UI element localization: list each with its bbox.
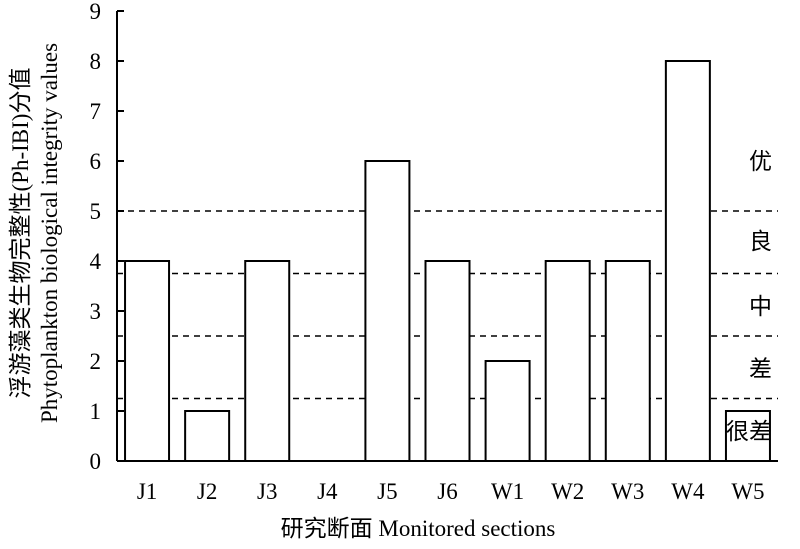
y-tick-label: 3	[90, 299, 102, 324]
bar-W5	[724, 410, 771, 462]
bar-W2	[544, 260, 591, 462]
bars	[124, 60, 771, 462]
y-tick-label: 7	[90, 99, 102, 124]
bar-J5	[364, 160, 411, 462]
x-tick-label: W4	[671, 479, 705, 504]
y-tick-label: 2	[90, 349, 102, 374]
axes	[116, 11, 778, 462]
y-tick-label: 0	[90, 449, 102, 474]
y-tick-label: 1	[90, 399, 102, 424]
bar-W1	[484, 360, 531, 462]
x-tick-label: J5	[377, 479, 397, 504]
x-tick-label: J1	[137, 479, 157, 504]
x-tick-label: J6	[437, 479, 457, 504]
x-tick-label: J2	[197, 479, 217, 504]
y-tick-label: 8	[90, 49, 102, 74]
y-tick-label: 4	[90, 249, 102, 274]
y-axis-label-chinese: 浮游藻类生物完整性(Ph-IBI)分值	[8, 68, 33, 399]
grade-label: 很差	[726, 419, 772, 444]
bar-J1	[124, 260, 171, 462]
bar-J2	[184, 410, 231, 462]
x-tick-label: W5	[731, 479, 764, 504]
bar-W4	[664, 60, 711, 462]
x-tick-labels: J1 J2 J3 J4 J5 J6 W1 W2 W3 W4 W5	[137, 479, 765, 504]
y-axis-label-english: Phytoplankton biological integrity value…	[37, 43, 62, 423]
x-tick-label: W1	[491, 479, 524, 504]
grade-label: 良	[749, 229, 772, 254]
x-tick-label: J3	[257, 479, 277, 504]
x-tick-label: J4	[317, 479, 338, 504]
x-axis-label: 研究断面 Monitored sections	[281, 516, 556, 541]
grade-label: 中	[749, 294, 772, 319]
bar-J6	[424, 260, 471, 462]
y-ticks: 0 1 2 3 4 5 6 7 8 9	[90, 0, 124, 474]
bar-J3	[244, 260, 291, 462]
y-tick-label: 9	[90, 0, 102, 24]
y-tick-label: 5	[90, 199, 102, 224]
x-tick-label: W3	[611, 479, 644, 504]
x-tick-label: W2	[551, 479, 584, 504]
bar-W3	[604, 260, 651, 462]
grade-label: 差	[749, 357, 772, 382]
y-tick-label: 6	[90, 149, 102, 174]
grade-label: 优	[749, 149, 772, 174]
